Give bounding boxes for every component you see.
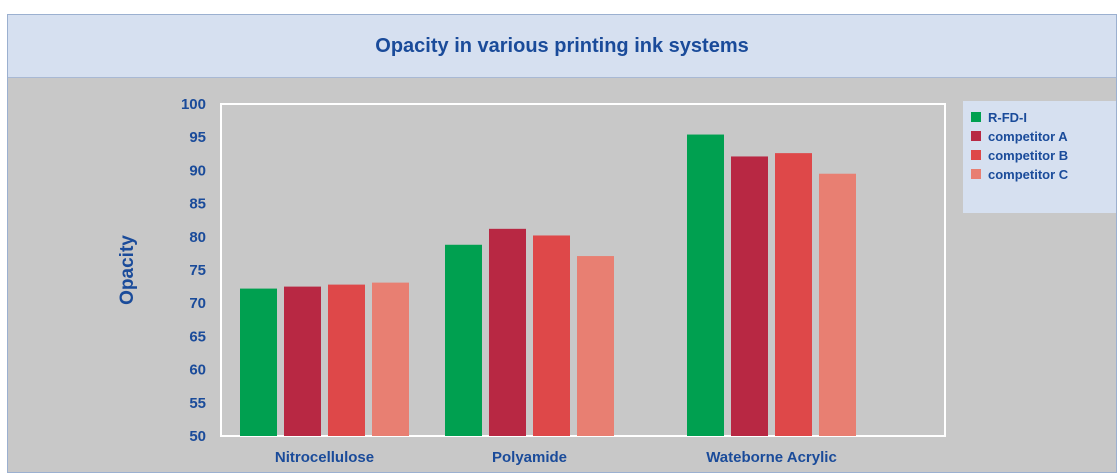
legend-label: competitor B [988,147,1069,163]
chart-panel: Opacity in various printing ink systems … [7,14,1117,473]
y-tick-label: 90 [189,162,206,179]
bar-chart: 100 95 90 85 80 75 70 65 60 55 50 Opacity Nitrocellu… [117,96,946,466]
bar [240,288,277,436]
y-tick-label: 75 [189,262,206,279]
bar [577,256,614,436]
legend-item: competitor A [971,127,1068,145]
y-tick-label: 65 [189,328,206,345]
y-tick-label: 95 [189,129,206,146]
legend-item: R-FD-I [971,108,1027,126]
bar [445,244,482,436]
legend-label: competitor C [988,166,1069,182]
y-tick-label: 60 [189,362,206,379]
bar [533,235,570,436]
bar [284,286,321,436]
legend-item: competitor C [971,165,1068,183]
title-band [8,15,1116,78]
y-axis-label: Opacity [117,235,138,305]
y-tick-label: 85 [189,196,206,213]
legend-swatch [971,131,981,141]
bar [731,156,768,436]
bar [372,282,409,436]
x-category-label: Nitrocellulose [275,449,374,466]
y-tick-label: 55 [189,395,206,412]
chart-title: Opacity in various printing ink systems [375,35,749,57]
legend-swatch [971,169,981,179]
y-tick-label: 50 [189,428,206,445]
legend: R-FD-I competitor A competitor B competitor… [963,101,1116,213]
y-tick-label: 100 [181,96,206,113]
bar [687,134,724,436]
legend-swatch [971,150,981,160]
x-category-label: Wateborne Acrylic [706,449,837,466]
bar [328,284,365,436]
legend-swatch [971,112,981,122]
bar [775,153,812,437]
y-tick-label: 80 [189,229,206,246]
bar [489,228,526,436]
legend-label: competitor A [988,128,1068,144]
bar [819,173,856,436]
x-category-label: Polyamide [492,449,567,466]
legend-label: R-FD-I [988,109,1027,125]
legend-item: competitor B [971,146,1068,164]
y-tick-label: 70 [189,295,206,312]
